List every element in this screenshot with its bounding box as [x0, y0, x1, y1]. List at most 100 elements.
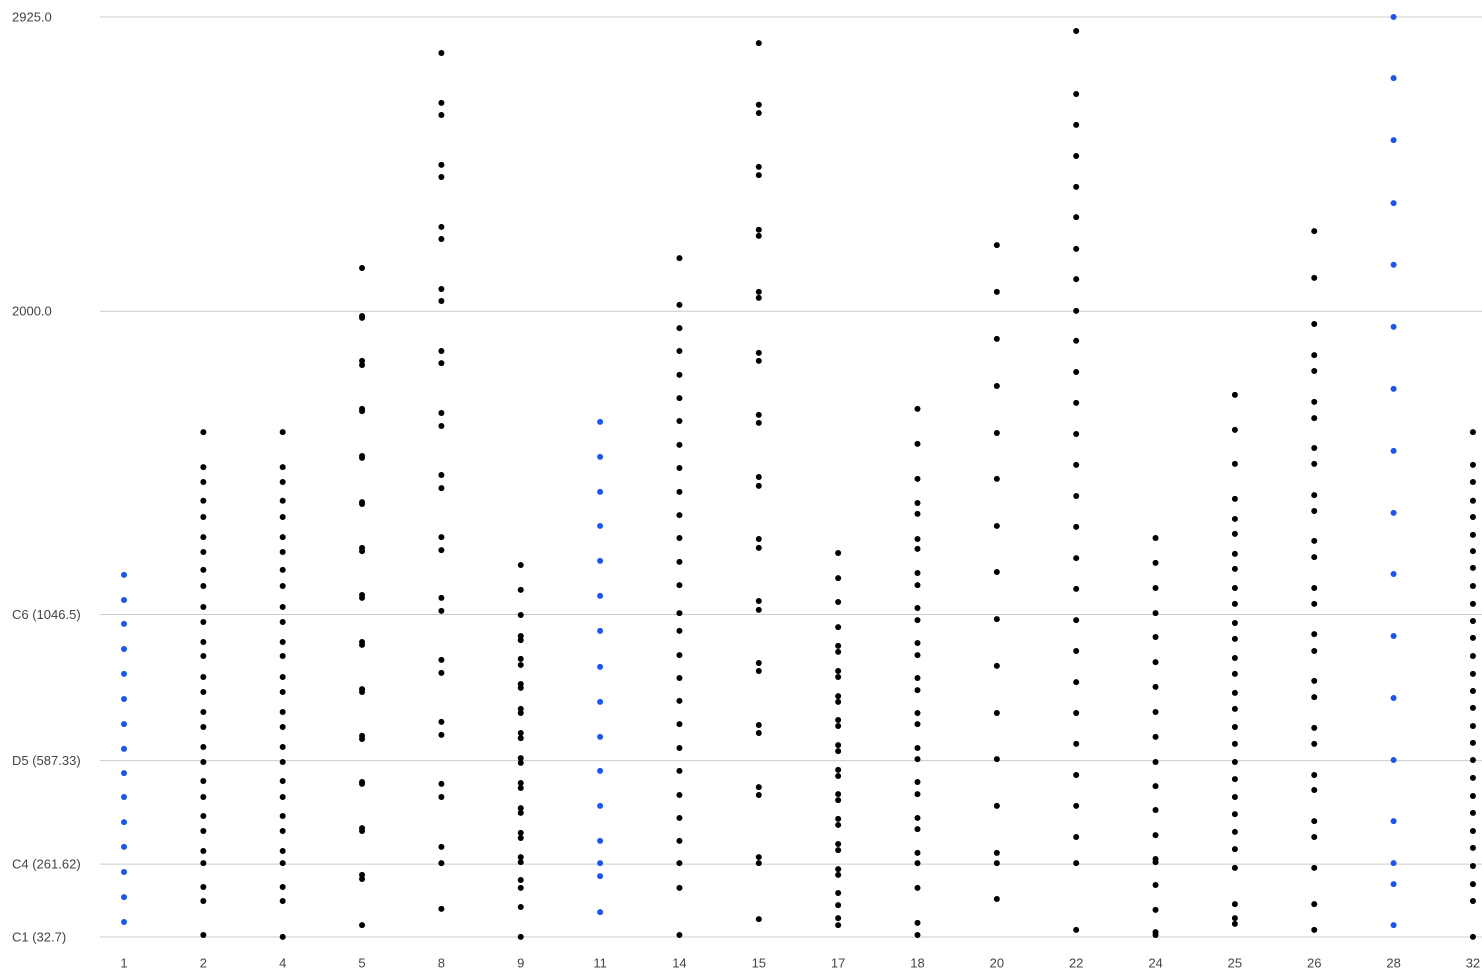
- point: [1152, 931, 1159, 938]
- point: [835, 723, 842, 730]
- point: [993, 709, 1000, 716]
- point: [914, 440, 921, 447]
- point: [1469, 688, 1476, 695]
- point: [676, 931, 683, 938]
- point: [279, 758, 286, 765]
- point: [993, 382, 1000, 389]
- point: [121, 894, 127, 901]
- point: [1311, 740, 1318, 747]
- point: [121, 793, 127, 800]
- point: [1073, 337, 1080, 344]
- point: [1152, 882, 1159, 889]
- point: [279, 604, 286, 611]
- point: [1073, 740, 1080, 747]
- point: [517, 661, 524, 668]
- x-tick-label: 11: [593, 955, 607, 970]
- point: [1469, 844, 1476, 851]
- point: [1073, 647, 1080, 654]
- point: [835, 847, 842, 854]
- point: [438, 410, 445, 417]
- x-tick-label: 26: [1307, 955, 1321, 970]
- point: [914, 639, 921, 646]
- point: [755, 784, 762, 791]
- point: [755, 40, 762, 47]
- point: [914, 778, 921, 785]
- point: [835, 871, 842, 878]
- point: [993, 616, 1000, 623]
- point: [438, 236, 445, 243]
- point: [1073, 245, 1080, 252]
- point: [1073, 617, 1080, 624]
- point: [517, 759, 524, 766]
- point: [1152, 659, 1159, 666]
- point: [359, 594, 366, 601]
- point: [1469, 827, 1476, 834]
- point: [676, 347, 683, 354]
- point: [1469, 618, 1476, 625]
- x-tick-label: 1: [120, 955, 127, 970]
- point: [1311, 274, 1318, 281]
- point: [755, 110, 762, 117]
- point: [755, 667, 762, 674]
- point: [438, 718, 445, 725]
- point: [1311, 600, 1318, 607]
- point: [438, 472, 445, 479]
- point: [279, 653, 286, 660]
- point: [755, 357, 762, 364]
- point: [1469, 653, 1476, 660]
- point: [1231, 460, 1238, 467]
- point: [1469, 583, 1476, 590]
- point: [1311, 445, 1318, 452]
- point: [755, 792, 762, 799]
- x-tick-label: 14: [672, 955, 686, 970]
- point: [517, 562, 524, 569]
- point: [438, 793, 445, 800]
- point: [914, 570, 921, 577]
- point: [835, 922, 842, 929]
- point: [1311, 647, 1318, 654]
- point: [914, 510, 921, 517]
- point: [1152, 584, 1159, 591]
- point: [200, 464, 207, 471]
- point: [755, 294, 762, 301]
- point: [914, 744, 921, 751]
- point: [121, 670, 127, 677]
- point: [438, 669, 445, 676]
- point: [755, 598, 762, 605]
- point: [200, 618, 207, 625]
- point: [597, 522, 604, 529]
- point: [1231, 654, 1238, 661]
- point: [1231, 689, 1238, 696]
- point: [279, 566, 286, 573]
- point: [200, 827, 207, 834]
- point: [676, 512, 683, 519]
- point: [1390, 570, 1397, 577]
- point: [1152, 633, 1159, 640]
- point: [1231, 828, 1238, 835]
- point: [200, 639, 207, 646]
- point: [438, 780, 445, 787]
- point: [835, 791, 842, 798]
- point: [279, 860, 286, 867]
- point: [835, 549, 842, 556]
- point: [200, 860, 207, 867]
- point: [1469, 739, 1476, 746]
- point: [1390, 922, 1397, 929]
- point: [1390, 385, 1397, 392]
- point: [914, 709, 921, 716]
- point: [1152, 832, 1159, 839]
- point: [597, 488, 604, 495]
- point: [755, 411, 762, 418]
- point: [121, 620, 127, 627]
- point: [200, 931, 207, 938]
- point: [597, 873, 604, 880]
- point: [1311, 818, 1318, 825]
- point: [1469, 809, 1476, 816]
- point: [1311, 507, 1318, 514]
- point: [1231, 758, 1238, 765]
- point: [1152, 709, 1159, 716]
- point: [1231, 901, 1238, 908]
- point: [1231, 846, 1238, 853]
- point: [1231, 793, 1238, 800]
- point: [279, 709, 286, 716]
